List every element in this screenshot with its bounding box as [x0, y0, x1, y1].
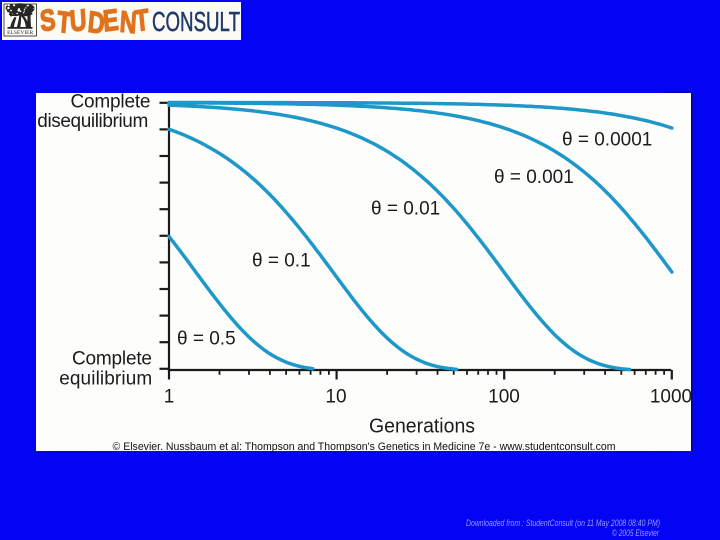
svg-text:disequilibrium: disequilibrium [37, 111, 148, 132]
svg-text:10: 10 [325, 386, 346, 407]
svg-text:CONSULT: CONSULT [152, 6, 240, 37]
svg-text:θ = 0.5: θ = 0.5 [177, 329, 236, 350]
svg-text:© 2005 Elsevier: © 2005 Elsevier [612, 528, 660, 539]
svg-text:1000: 1000 [650, 386, 692, 407]
svg-text:equilibrium: equilibrium [59, 369, 152, 390]
svg-text:Generations: Generations [369, 416, 475, 438]
svg-text:ELSEVIER: ELSEVIER [7, 31, 34, 36]
svg-text:θ = 0.01: θ = 0.01 [371, 199, 440, 220]
svg-text:θ = 0.0001: θ = 0.0001 [562, 130, 652, 151]
svg-text:Complete: Complete [71, 92, 151, 113]
svg-text:© Elsevier. Nussbaum et al: Th: © Elsevier. Nussbaum et al: Thompson and… [113, 441, 616, 453]
svg-text:Complete: Complete [72, 349, 152, 370]
svg-text:Downloaded from : StudentConsu: Downloaded from : StudentConsult (on 11 … [466, 518, 660, 529]
svg-text:100: 100 [488, 386, 520, 407]
svg-text:θ = 0.1: θ = 0.1 [252, 251, 311, 272]
svg-text:1: 1 [164, 386, 175, 407]
svg-text:θ = 0.001: θ = 0.001 [494, 167, 574, 188]
